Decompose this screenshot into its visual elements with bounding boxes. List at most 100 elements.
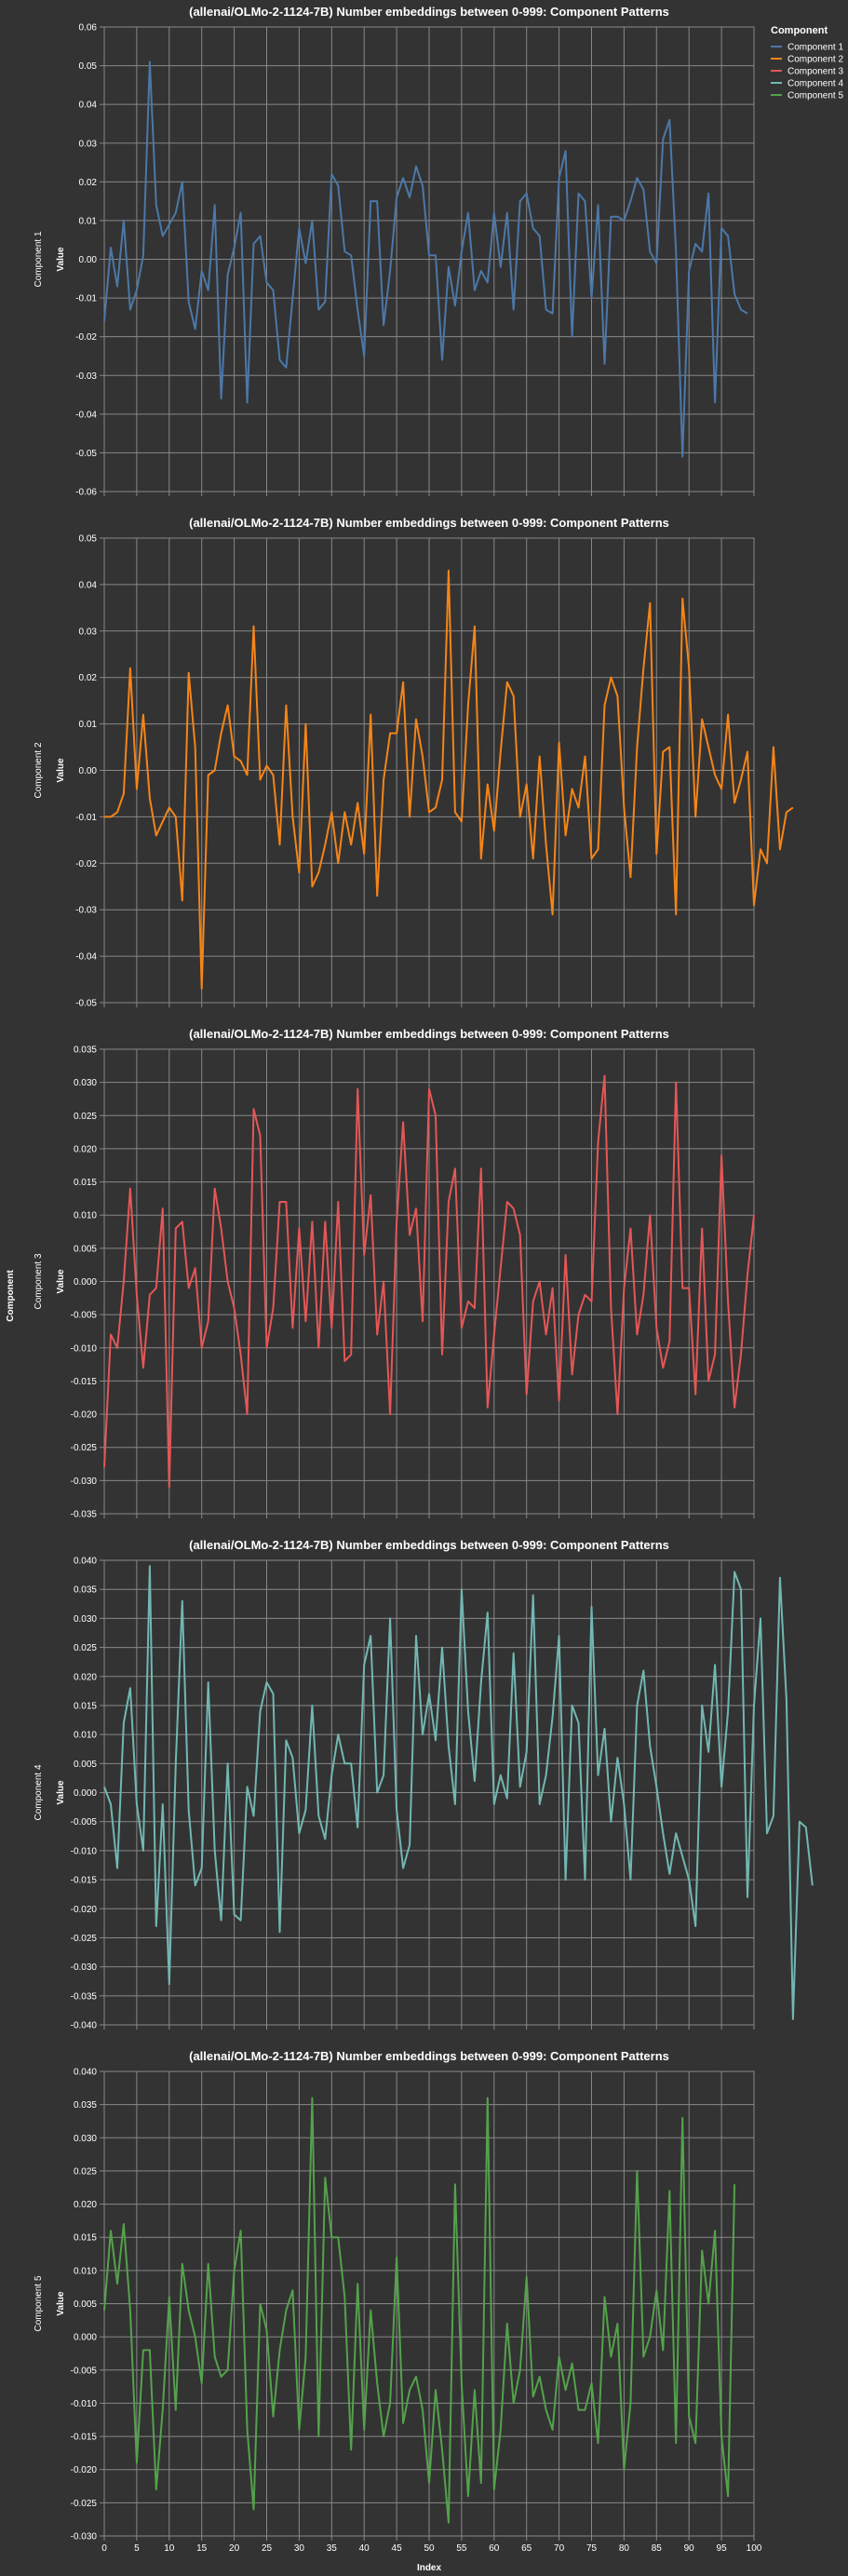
y-tick-label: 0.05 <box>79 534 98 545</box>
y-tick-label: 0.020 <box>74 1144 97 1154</box>
series-line-1 <box>103 61 748 458</box>
x-tick-label: 60 <box>489 2543 500 2554</box>
x-tick-label: 75 <box>586 2543 598 2554</box>
x-tick-label: 80 <box>619 2543 630 2554</box>
row-axis-title: Component <box>6 1270 16 1322</box>
y-tick-label: -0.035 <box>71 1991 98 2002</box>
y-axis-title: Value <box>56 1780 66 1805</box>
y-tick-label: 0.00 <box>79 255 98 265</box>
y-tick-label: 0.05 <box>79 61 98 72</box>
legend: Component Component 1 Component 2 Componen… <box>771 25 843 101</box>
y-tick-label: -0.015 <box>71 1876 98 1886</box>
panel-title: (allenai/OLMo-2-1124-7B) Number embeddin… <box>189 5 669 19</box>
y-tick-label: -0.025 <box>71 2499 98 2509</box>
y-tick-label: -0.040 <box>71 2021 98 2031</box>
x-tick-label: 65 <box>521 2543 532 2554</box>
panel-title: (allenai/OLMo-2-1124-7B) Number embeddin… <box>189 1538 669 1552</box>
y-tick-label: 0.040 <box>74 1557 97 1567</box>
y-tick-label: -0.005 <box>71 1311 98 1321</box>
y-tick-label: 0.025 <box>74 1643 97 1653</box>
legend-title: Component <box>771 25 828 36</box>
panel-title: (allenai/OLMo-2-1124-7B) Number embeddin… <box>189 1027 669 1041</box>
y-tick-label: 0.035 <box>74 2100 97 2111</box>
panel-frame <box>103 1048 755 1515</box>
series-line-2 <box>104 569 794 990</box>
y-tick-label: -0.030 <box>71 1962 98 1973</box>
y-tick-label: -0.005 <box>71 1817 98 1827</box>
x-tick-label: 90 <box>684 2543 695 2554</box>
x-axis-title: Index <box>417 2563 442 2573</box>
row-label: Component 2 <box>34 742 44 798</box>
y-tick-label: -0.025 <box>71 1934 98 1944</box>
y-tick-label: 0.015 <box>74 1178 97 1188</box>
y-tick-label: -0.02 <box>75 332 97 343</box>
x-tick-label: 35 <box>327 2543 338 2554</box>
y-tick-label: 0.035 <box>74 1585 97 1596</box>
y-tick-label: 0.025 <box>74 1112 97 1122</box>
x-tick-label: 50 <box>424 2543 435 2554</box>
y-tick-label: 0.06 <box>79 23 98 34</box>
y-tick-label: 0.010 <box>74 1211 97 1221</box>
y-tick-label: 0.025 <box>74 2166 97 2177</box>
x-tick-label: 85 <box>652 2543 663 2554</box>
y-tick-label: -0.030 <box>71 1477 98 1487</box>
y-tick-label: -0.010 <box>71 1343 98 1354</box>
x-tick-label: 70 <box>554 2543 565 2554</box>
panel-1: (allenai/OLMo-2-1124-7B) Number embeddin… <box>34 5 755 498</box>
row-label: Component 5 <box>34 2275 44 2331</box>
y-tick-label: -0.05 <box>75 449 97 459</box>
y-tick-label: -0.02 <box>75 859 97 870</box>
y-tick-label: 0.020 <box>74 2200 97 2210</box>
panel-title: (allenai/OLMo-2-1124-7B) Number embeddin… <box>189 516 669 530</box>
y-tick-label: -0.005 <box>71 2366 98 2376</box>
y-tick-label: 0.015 <box>74 2233 97 2244</box>
y-tick-label: -0.06 <box>75 488 97 498</box>
y-tick-label: -0.030 <box>71 2532 98 2542</box>
x-tick-label: 0 <box>101 2543 107 2554</box>
y-tick-label: 0.04 <box>79 580 98 590</box>
panel-frame <box>103 1559 755 2026</box>
legend-item-label: Component 2 <box>787 55 843 65</box>
y-tick-label: -0.025 <box>71 1443 98 1453</box>
y-tick-label: 0.005 <box>74 1760 97 1770</box>
x-tick-label: 55 <box>456 2543 467 2554</box>
x-tick-label: 30 <box>294 2543 305 2554</box>
legend-item-label: Component 4 <box>787 79 843 89</box>
y-tick-label: 0.010 <box>74 1731 97 1741</box>
panel-frame <box>103 26 755 492</box>
y-tick-label: -0.010 <box>71 1846 98 1856</box>
x-tick-label: 95 <box>717 2543 728 2554</box>
y-tick-label: -0.04 <box>75 952 97 963</box>
y-tick-label: -0.03 <box>75 906 97 916</box>
y-tick-label: 0.015 <box>74 1701 97 1711</box>
y-tick-label: 0.030 <box>74 1614 97 1625</box>
y-axis-title: Value <box>56 247 66 272</box>
panel-3: (allenai/OLMo-2-1124-7B) Number embeddin… <box>34 1027 755 1520</box>
legend-item-label: Component 1 <box>787 43 843 53</box>
y-tick-label: -0.01 <box>75 813 97 823</box>
legend-item-label: Component 5 <box>787 91 843 101</box>
row-label: Component 1 <box>34 231 44 287</box>
y-tick-label: -0.020 <box>71 1410 98 1421</box>
y-tick-label: 0.02 <box>79 178 98 188</box>
x-tick-label: 20 <box>229 2543 240 2554</box>
y-tick-label: -0.015 <box>71 2433 98 2443</box>
x-tick-label: 25 <box>262 2543 273 2554</box>
y-tick-label: 0.02 <box>79 673 98 683</box>
y-tick-label: -0.020 <box>71 2465 98 2475</box>
y-tick-label: 0.01 <box>79 720 98 730</box>
x-tick-label: 100 <box>747 2543 762 2554</box>
series-line-4 <box>103 1565 814 2020</box>
y-axis-title: Value <box>56 1269 66 1294</box>
y-tick-label: -0.035 <box>71 1510 98 1520</box>
x-tick-label: 15 <box>196 2543 208 2554</box>
y-tick-label: 0.030 <box>74 2134 97 2144</box>
y-tick-label: 0.03 <box>79 139 98 149</box>
x-tick-label: 10 <box>164 2543 175 2554</box>
y-tick-label: -0.04 <box>75 410 97 420</box>
y-tick-label: 0.040 <box>74 2068 97 2078</box>
x-tick-label: 5 <box>134 2543 140 2554</box>
x-tick-label: 45 <box>392 2543 403 2554</box>
y-tick-label: -0.010 <box>71 2399 98 2409</box>
